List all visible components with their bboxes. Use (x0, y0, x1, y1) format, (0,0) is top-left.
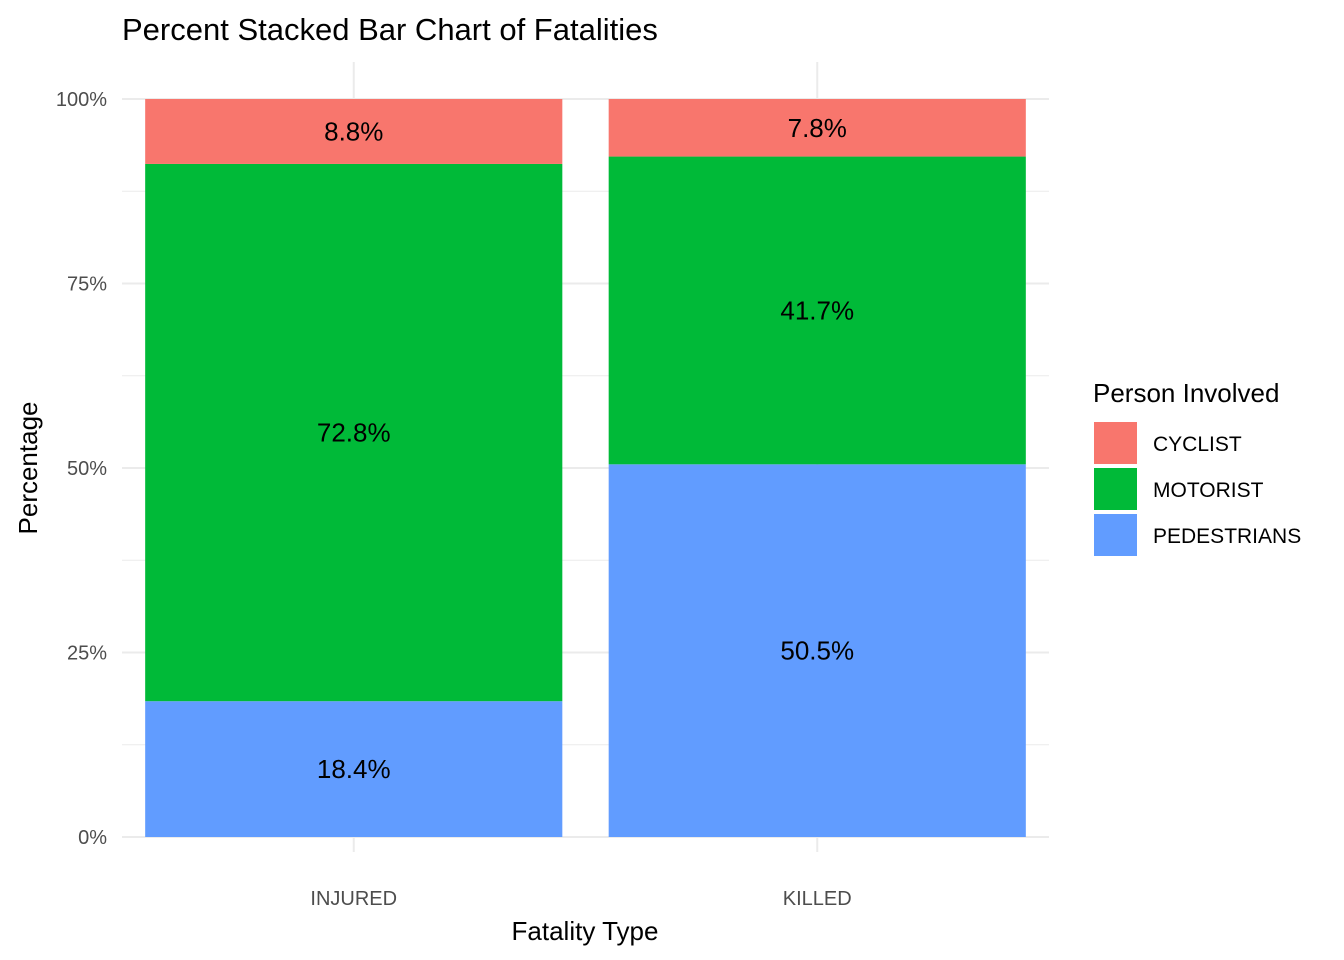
y-tick-label: 75% (67, 274, 107, 296)
legend-label-cyclist: CYCLIST (1153, 433, 1242, 456)
legend-label-motorist: MOTORIST (1153, 479, 1264, 502)
bar-segment-cyclist-killed (608, 99, 1026, 157)
x-axis-title: Fatality Type (512, 916, 659, 946)
legend-key-pedestrians (1094, 514, 1137, 556)
x-axis-ticks: INJURED KILLED (310, 888, 851, 910)
data-label-cyclist-killed: 7.8% (788, 113, 847, 143)
y-tick-label: 25% (67, 643, 107, 665)
data-labels: 18.4% 72.8% 8.8% 50.5% 41.7% 7.8% (317, 113, 854, 784)
legend: Person Involved CYCLIST MOTORIST PEDESTRIA… (1093, 378, 1301, 556)
x-tick-label: KILLED (783, 888, 852, 910)
y-tick-label: 50% (67, 458, 107, 480)
y-axis-ticks: 0% 25% 50% 75% 100% (56, 89, 107, 849)
data-label-pedestrians-injured: 18.4% (317, 754, 391, 784)
bar-segment-pedestrians-killed (608, 464, 1026, 837)
legend-key-motorist (1094, 468, 1137, 510)
bar-segment-motorist-injured (145, 163, 563, 702)
y-tick-label: 0% (78, 827, 107, 849)
data-label-cyclist-injured: 8.8% (324, 116, 383, 146)
legend-label-pedestrians: PEDESTRIANS (1153, 525, 1301, 548)
data-label-motorist-killed: 41.7% (780, 295, 854, 325)
legend-title: Person Involved (1093, 378, 1279, 408)
data-label-pedestrians-killed: 50.5% (780, 636, 854, 666)
data-label-motorist-injured: 72.8% (317, 418, 391, 448)
bar-segment-motorist-killed (608, 156, 1026, 465)
bar-segment-cyclist-injured (145, 99, 563, 164)
x-tick-label: INJURED (310, 888, 397, 910)
y-tick-label: 100% (56, 89, 107, 111)
chart-title: Percent Stacked Bar Chart of Fatalities (122, 12, 658, 47)
y-axis-title: Percentage (13, 402, 43, 535)
legend-key-cyclist (1094, 422, 1137, 464)
bars (145, 99, 1026, 837)
bar-segment-pedestrians-injured (145, 701, 563, 837)
